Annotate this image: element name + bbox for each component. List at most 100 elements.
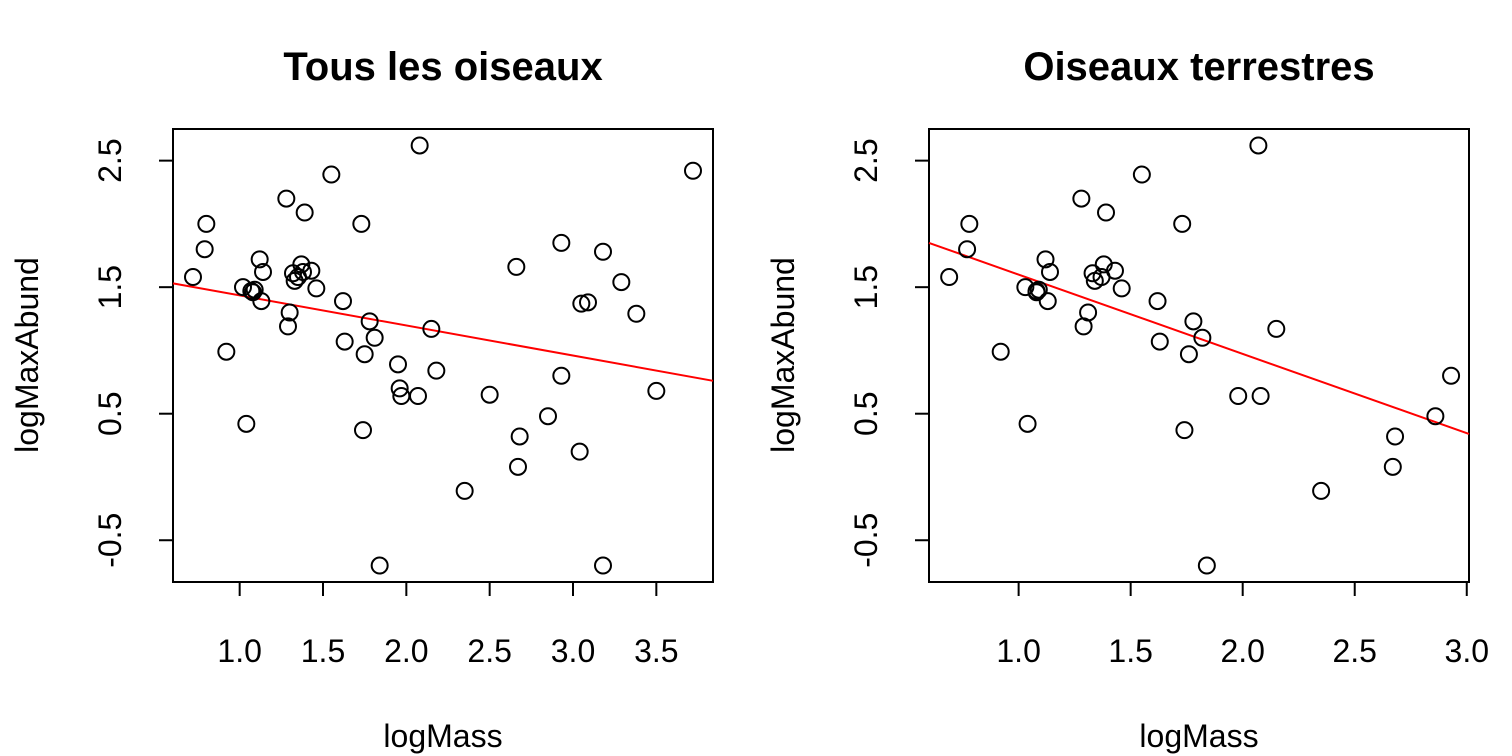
x-tick-label: 1.5: [1108, 633, 1152, 669]
y-axis-ticks: -0.5 0.5 1.5 2.5: [92, 138, 174, 568]
y-tick-label: -0.5: [848, 513, 884, 568]
data-point: [960, 214, 979, 233]
data-point: [252, 292, 271, 311]
data-point: [552, 366, 571, 385]
panel-land-birds: Oiseaux terrestres logMass logMaxAbund 1…: [765, 45, 1489, 754]
data-point: [1386, 427, 1405, 446]
data-point: [184, 268, 202, 287]
data-point: [250, 250, 269, 269]
data-point: [507, 257, 526, 276]
data-point: [1148, 292, 1167, 311]
data-point: [1426, 407, 1445, 426]
data-point: [940, 268, 959, 287]
chart-title: Tous les oiseaux: [283, 45, 602, 89]
data-point: [322, 165, 341, 184]
data-point: [277, 189, 296, 208]
data-point: [1072, 189, 1091, 208]
data-point: [1179, 345, 1198, 364]
data-point: [355, 345, 374, 364]
data-points: [184, 136, 702, 575]
data-point: [335, 332, 354, 351]
data-point: [307, 279, 326, 298]
data-point: [1184, 312, 1203, 331]
data-point: [1083, 264, 1102, 283]
data-point: [370, 556, 389, 575]
data-point: [539, 407, 557, 426]
data-point: [1150, 332, 1169, 351]
data-point: [612, 273, 631, 292]
regression-line: [172, 282, 714, 382]
plot-frame: [172, 128, 714, 583]
data-point: [294, 262, 312, 281]
data-point: [409, 386, 427, 405]
data-point: [1112, 279, 1131, 298]
data-point: [427, 361, 446, 380]
data-point: [254, 262, 272, 281]
panel-all-birds: Tous les oiseaux logMass logMaxAbund 1.0…: [9, 45, 714, 754]
regression-line-path: [928, 241, 1470, 435]
data-point: [1016, 278, 1035, 297]
data-point: [1229, 386, 1248, 405]
data-point: [390, 379, 409, 398]
data-point: [1312, 481, 1331, 500]
data-point: [627, 304, 646, 323]
data-point: [647, 381, 666, 400]
data-point: [365, 328, 384, 347]
x-axis-ticks: 1.0 1.5 2.0 2.5 3.0 3.5: [217, 581, 679, 669]
data-point: [1175, 421, 1194, 440]
y-tick-label: 2.5: [848, 138, 884, 182]
regression-line-path: [172, 282, 714, 382]
data-point: [1105, 261, 1124, 280]
data-point: [958, 240, 977, 259]
x-tick-label: 1.5: [301, 633, 345, 669]
data-point: [594, 556, 612, 575]
y-axis-ticks: -0.5 0.5 1.5 2.5: [848, 138, 930, 568]
data-point: [237, 414, 256, 433]
data-point: [480, 385, 499, 404]
x-axis-label: logMass: [383, 718, 502, 754]
data-point: [455, 481, 474, 500]
data-point: [389, 355, 407, 374]
y-axis-label: logMaxAbund: [9, 257, 45, 453]
data-point: [1097, 203, 1116, 222]
data-point: [1193, 328, 1212, 347]
data-point: [422, 319, 441, 338]
data-point: [572, 294, 591, 313]
x-tick-label: 1.0: [996, 633, 1040, 669]
data-point: [280, 303, 299, 322]
data-point: [360, 312, 379, 331]
data-point: [594, 242, 612, 261]
y-tick-label: 0.5: [92, 391, 128, 435]
x-tick-label: 3.0: [551, 633, 595, 669]
data-point: [352, 214, 371, 233]
data-point: [509, 457, 527, 476]
x-tick-label: 3.0: [1445, 633, 1489, 669]
data-point: [1383, 457, 1402, 476]
y-axis-label: logMaxAbund: [765, 257, 801, 453]
chart-title: Oiseaux terrestres: [1023, 45, 1374, 89]
plot-frame: [928, 128, 1470, 583]
data-point: [1038, 292, 1057, 311]
data-point: [234, 278, 252, 297]
data-point: [1036, 250, 1055, 269]
x-tick-label: 2.5: [467, 633, 511, 669]
y-tick-label: -0.5: [92, 513, 128, 568]
data-point: [1197, 556, 1216, 575]
data-point: [1267, 319, 1286, 338]
data-point: [570, 442, 589, 461]
x-tick-label: 1.0: [217, 633, 261, 669]
data-point: [302, 261, 321, 280]
data-points: [940, 136, 1461, 575]
data-point: [579, 293, 597, 312]
data-point: [684, 161, 702, 180]
x-tick-label: 2.0: [384, 633, 428, 669]
x-axis-ticks: 1.0 1.5 2.0 2.5 3.0: [996, 581, 1489, 669]
y-tick-label: 0.5: [848, 391, 884, 435]
data-point: [197, 214, 216, 233]
data-point: [1442, 366, 1461, 385]
y-tick-label: 1.5: [848, 265, 884, 309]
y-tick-label: 2.5: [92, 138, 128, 182]
x-tick-label: 3.5: [634, 633, 678, 669]
x-tick-label: 2.0: [1220, 633, 1264, 669]
